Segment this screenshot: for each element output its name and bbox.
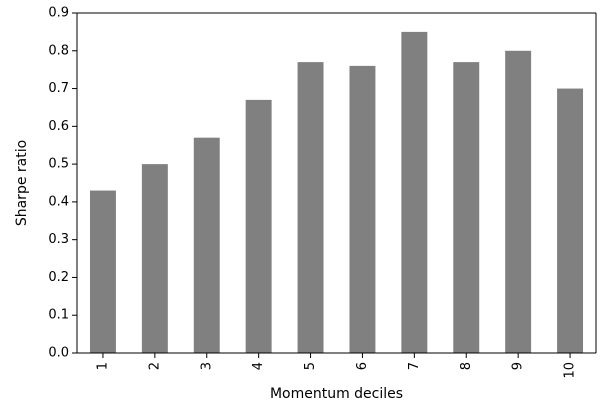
bar-10 — [557, 88, 584, 353]
y-tick-label-8: 0.8 — [48, 43, 69, 58]
x-tick-label-10: 10 — [563, 362, 578, 379]
x-tick-label-7: 7 — [407, 362, 422, 370]
bar-7 — [401, 31, 428, 353]
y-axis-ticks: 0.0 0.1 0.2 0.3 0.4 0.5 0.6 0.7 0.8 0.9 — [48, 6, 77, 361]
bar-8 — [453, 62, 480, 354]
x-axis-ticks: 1 2 3 4 5 6 7 8 9 10 — [95, 353, 578, 379]
y-axis-title: Sharpe ratio — [14, 140, 30, 226]
y-tick-label-3: 0.3 — [48, 232, 69, 247]
bar-3 — [193, 137, 220, 353]
y-tick-label-5: 0.5 — [48, 157, 69, 172]
bar-1 — [89, 190, 116, 353]
x-tick-label-6: 6 — [355, 362, 370, 370]
bar-9 — [505, 50, 532, 353]
x-tick-label-3: 3 — [199, 362, 214, 370]
y-tick-label-1: 0.1 — [48, 308, 69, 323]
x-tick-label-1: 1 — [95, 362, 110, 370]
y-tick-label-6: 0.6 — [48, 119, 69, 134]
y-tick-label-9: 0.9 — [48, 6, 69, 21]
x-tick-label-9: 9 — [511, 362, 526, 370]
bar-6 — [349, 65, 376, 353]
bar-2 — [141, 164, 168, 353]
x-axis-title: Momentum deciles — [270, 386, 403, 402]
bar-4 — [245, 99, 272, 353]
x-tick-label-4: 4 — [251, 362, 266, 370]
bar-5 — [297, 62, 324, 354]
x-tick-label-8: 8 — [459, 362, 474, 370]
y-tick-label-2: 0.2 — [48, 270, 69, 285]
y-tick-label-0: 0.0 — [48, 346, 69, 361]
x-tick-label-5: 5 — [303, 362, 318, 370]
y-tick-label-7: 0.7 — [48, 81, 69, 96]
plot-area: 0.0 0.1 0.2 0.3 0.4 0.5 0.6 0.7 0.8 0.9 1 2 3 4 5 6 7 8 9… — [48, 6, 597, 379]
bars — [89, 31, 584, 354]
y-tick-label-4: 0.4 — [48, 194, 69, 209]
x-tick-label-2: 2 — [147, 362, 162, 370]
